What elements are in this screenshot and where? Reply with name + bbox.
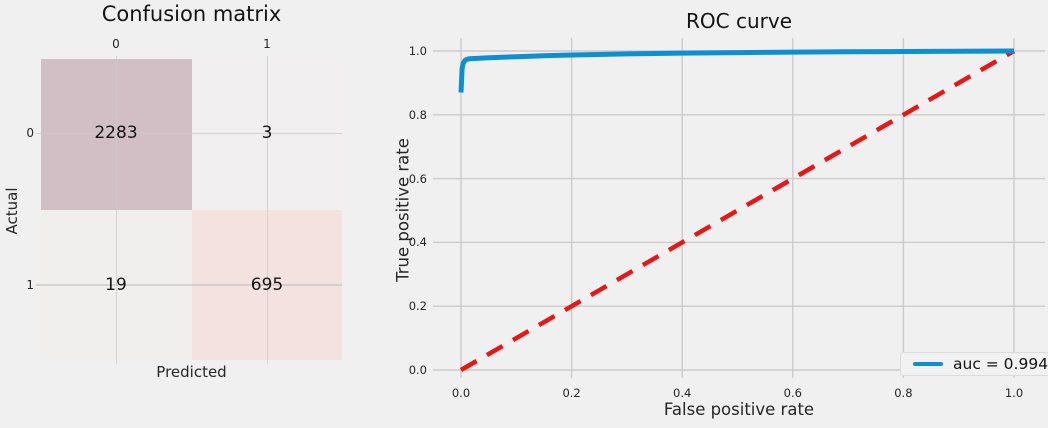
roc-x-tick-labels: 0.0 0.2 0.4 0.6 0.8 1.0 <box>433 386 1045 402</box>
roc-x-tick-label: 0.0 <box>451 386 471 400</box>
roc-x-tick-label: 0.4 <box>673 386 692 400</box>
roc-y-tick-label: 1.0 <box>408 44 427 58</box>
roc-y-tick-label: 0.0 <box>408 363 427 377</box>
roc-x-tick-label: 0.6 <box>783 386 802 400</box>
cm-y-axis-label: Actual <box>3 187 21 235</box>
roc-y-tick-label: 0.2 <box>408 299 427 314</box>
confusion-matrix-title: Confusion matrix <box>101 2 282 26</box>
cm-row-tick-label: 0 <box>26 126 34 140</box>
roc-y-tick-label: 0.4 <box>408 235 427 250</box>
cm-cell-value: 2283 <box>94 123 138 143</box>
confusion-matrix-heatmap <box>41 59 342 360</box>
cm-gridline-vertical <box>115 56 117 364</box>
roc-y-axis-label: True positive rate <box>393 138 413 282</box>
cm-gridline-vertical <box>266 56 268 364</box>
cm-cell-value: 3 <box>261 123 273 143</box>
roc-x-tick-label: 0.2 <box>562 386 581 400</box>
roc-plot-svg <box>433 38 1045 378</box>
legend-line-swatch <box>913 362 943 366</box>
cm-gridline-horizontal <box>36 132 342 135</box>
roc-x-axis-label: False positive rate <box>663 400 815 419</box>
cm-gridline-horizontal <box>36 284 342 286</box>
roc-y-tick-label: 0.8 <box>408 107 427 122</box>
roc-curve-line <box>458 48 1015 93</box>
cm-cell-value: 19 <box>105 275 127 295</box>
roc-title: ROC curve <box>686 9 792 33</box>
chance-diagonal-line <box>459 49 1016 372</box>
cm-x-axis-label: Predicted <box>156 363 227 381</box>
cm-row-tick-label: 1 <box>26 278 34 292</box>
cm-col-tick-label: 1 <box>263 37 271 51</box>
roc-y-tick-label: 0.6 <box>408 171 427 186</box>
roc-legend: auc = 0.994 <box>900 352 1048 376</box>
legend-auc-label: auc = 0.994 <box>953 355 1048 373</box>
cm-cell-value: 695 <box>250 275 284 295</box>
cm-col-tick-label: 0 <box>112 37 120 51</box>
roc-x-tick-label: 1.0 <box>1004 386 1024 400</box>
roc-x-tick-label: 0.8 <box>894 386 913 400</box>
roc-y-tick-labels: 0.0 0.2 0.4 0.6 0.8 1.0 <box>397 38 427 378</box>
